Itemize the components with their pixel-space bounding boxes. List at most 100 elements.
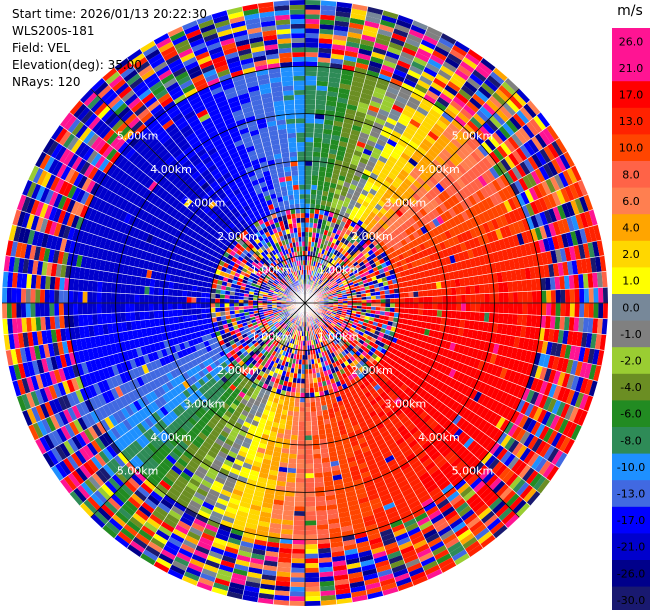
velocity-cell — [305, 99, 316, 105]
velocity-cell — [515, 163, 527, 178]
velocity-cell — [286, 415, 294, 421]
velocity-cell — [428, 268, 435, 277]
velocity-cell — [399, 168, 410, 178]
velocity-cell — [325, 273, 331, 279]
velocity-cell — [409, 297, 414, 303]
velocity-cell — [352, 76, 365, 84]
ray-separator — [304, 20, 414, 304]
velocity-cell — [534, 266, 541, 279]
velocity-cell — [437, 69, 452, 81]
velocity-cell — [362, 148, 373, 156]
velocity-cell — [400, 214, 408, 223]
velocity-cell — [556, 204, 567, 220]
velocity-cell — [419, 172, 429, 183]
velocity-cell — [372, 46, 387, 56]
velocity-cell — [473, 147, 486, 160]
velocity-cell — [376, 77, 390, 87]
velocity-cell — [369, 199, 378, 208]
velocity-cell — [416, 47, 432, 59]
velocity-cell — [476, 245, 484, 257]
velocity-cell — [316, 291, 321, 296]
velocity-cell — [319, 157, 328, 163]
velocity-cell — [323, 124, 334, 130]
velocity-cell — [360, 264, 367, 270]
velocity-cell — [403, 177, 413, 187]
velocity-cell — [414, 272, 421, 280]
velocity-cell — [330, 259, 336, 265]
velocity-cell — [285, 419, 293, 426]
velocity-cell — [430, 144, 442, 156]
velocity-cell — [318, 214, 324, 220]
velocity-cell — [352, 246, 359, 253]
velocity-cell — [408, 267, 415, 275]
velocity-cell — [315, 283, 319, 288]
velocity-cell — [385, 298, 391, 303]
velocity-cell — [361, 200, 370, 208]
velocity-cell — [367, 249, 374, 256]
velocity-cell — [412, 56, 428, 67]
velocity-cell — [378, 73, 392, 82]
velocity-cell — [405, 37, 421, 48]
velocity-cell — [329, 144, 339, 151]
velocity-cell — [382, 179, 392, 189]
velocity-cell — [351, 252, 358, 259]
velocity-cell — [508, 303, 514, 314]
velocity-cell — [335, 154, 345, 162]
velocity-cell — [377, 199, 386, 208]
velocity-cell — [294, 496, 305, 502]
velocity-cell — [332, 243, 339, 250]
velocity-cell — [421, 249, 429, 258]
velocity-cell — [468, 276, 475, 286]
velocity-cell — [382, 280, 389, 287]
velocity-cell — [344, 196, 352, 204]
velocity-cell — [346, 142, 357, 150]
velocity-cell — [311, 175, 319, 181]
ray-separator — [304, 32, 443, 304]
velocity-cell — [289, 591, 305, 597]
velocity-cell — [361, 242, 369, 250]
velocity-cell — [305, 596, 321, 602]
velocity-cell — [317, 424, 325, 431]
velocity-cell — [350, 85, 363, 93]
velocity-cell — [504, 155, 516, 169]
velocity-cell — [425, 89, 440, 101]
velocity-cell — [305, 42, 319, 48]
velocity-cell — [433, 141, 445, 152]
velocity-cell — [364, 20, 380, 29]
velocity-cell — [291, 563, 305, 569]
velocity-cell — [355, 249, 362, 256]
velocity-cell — [299, 411, 305, 417]
velocity-cell — [382, 191, 392, 200]
velocity-cell — [401, 46, 417, 57]
velocity-cell — [394, 303, 400, 308]
velocity-cell — [408, 140, 420, 150]
velocity-cell — [390, 303, 395, 308]
velocity-cell — [321, 138, 331, 144]
velocity-cell — [476, 109, 490, 123]
velocity-cell — [318, 33, 334, 40]
velocity-cell — [570, 199, 580, 216]
velocity-cell — [386, 138, 398, 148]
velocity-cell — [355, 236, 362, 244]
velocity-cell — [335, 106, 347, 114]
velocity-cell — [320, 264, 325, 270]
velocity-cell — [400, 152, 411, 162]
velocity-cell — [426, 201, 436, 212]
velocity-cell — [446, 263, 454, 273]
velocity-cell — [422, 34, 439, 46]
velocity-cell — [396, 197, 406, 206]
velocity-cell — [333, 284, 339, 288]
velocity-cell — [371, 51, 386, 60]
velocity-cell — [330, 139, 340, 146]
velocity-cell — [305, 369, 309, 374]
velocity-cell — [367, 176, 376, 185]
velocity-cell — [431, 236, 440, 246]
velocity-cell — [316, 529, 330, 535]
velocity-cell — [319, 287, 324, 292]
velocity-cell — [425, 276, 432, 284]
velocity-cell — [508, 223, 517, 236]
velocity-cell — [343, 55, 358, 63]
velocity-cell — [489, 241, 498, 253]
velocity-cell — [396, 241, 404, 249]
velocity-cell — [349, 264, 355, 270]
